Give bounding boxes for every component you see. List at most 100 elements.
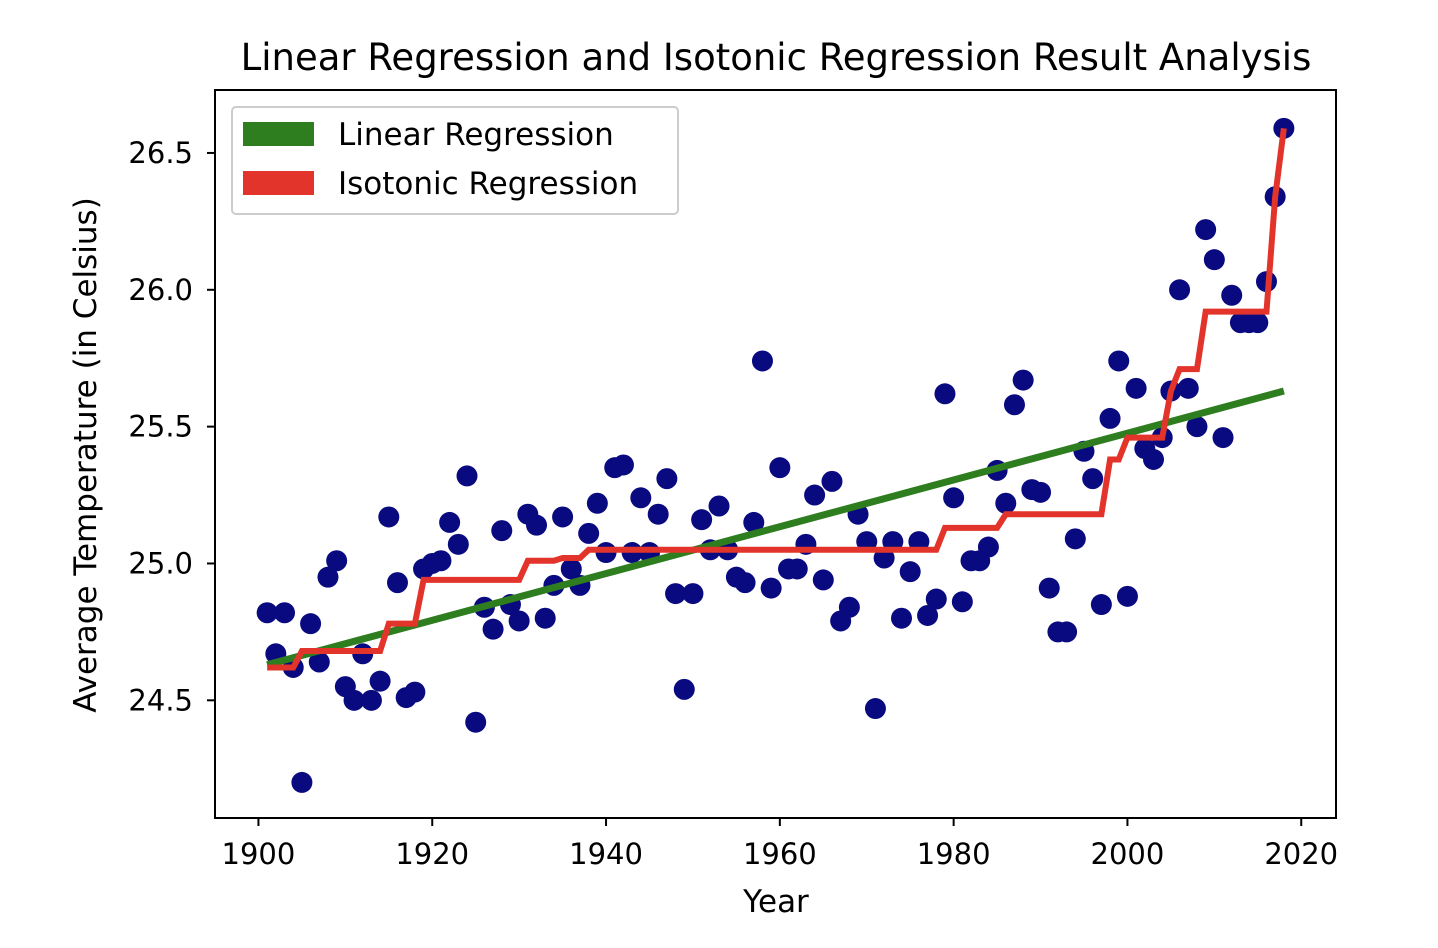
data-point [465,711,487,733]
data-point [1090,594,1112,616]
data-point [508,610,530,632]
axis-ticks: 1900 1920 1940 1960 1980 2000 2020 24.5 25.0 25.5… [128,136,1338,871]
data-point [300,613,322,635]
data-point [1186,416,1208,438]
x-tick-label: 2000 [1091,837,1165,871]
data-point [1108,350,1130,372]
data-point [378,506,400,528]
data-point [1116,585,1138,607]
linear-regression-line [266,387,1285,669]
x-tick-label: 1960 [743,837,817,871]
y-tick-label: 26.5 [128,136,193,170]
data-point [673,678,695,700]
data-point [560,558,582,580]
plot-area [256,117,1295,793]
data-point [812,569,834,591]
chart-title: Linear Regression and Isotonic Regressio… [241,36,1312,79]
data-point [769,457,791,479]
data-point [308,651,330,673]
data-point [343,689,365,711]
data-point [751,350,773,372]
legend-box [231,106,679,215]
x-tick-label: 2020 [1264,837,1338,871]
data-point [864,698,886,720]
data-point [656,468,678,490]
data-point [274,602,296,624]
data-point [917,604,939,626]
data-point [708,495,730,517]
legend: Linear Regression Isotonic Regression [231,106,679,215]
data-point [1247,312,1269,334]
data-point [665,583,687,605]
data-point [1169,279,1191,301]
data-point [456,465,478,487]
x-tick-label: 1900 [222,837,296,871]
y-axis-label: Average Temperature (in Celsius) [68,197,104,713]
data-point [1012,369,1034,391]
y-tick-label: 25.5 [128,410,193,444]
data-point [821,470,843,492]
data-point [1099,407,1121,429]
data-point [995,492,1017,514]
data-point [491,520,513,542]
data-point [404,681,426,703]
data-point [447,533,469,555]
data-point [439,511,461,533]
data-point [369,670,391,692]
data-point [1082,468,1104,490]
data-point [586,492,608,514]
data-point [691,509,713,531]
data-point [317,566,339,588]
data-point [526,514,548,536]
data-point [891,607,913,629]
data-point [552,506,574,528]
data-point [899,561,921,583]
data-point [1203,249,1225,271]
data-point [734,572,756,594]
data-point [360,689,382,711]
y-tick-label: 24.5 [128,683,193,717]
isotonic-regression-line [267,127,1287,671]
data-point [1212,427,1234,449]
x-axis-label: Year [742,884,809,920]
data-point [482,618,504,640]
data-point [630,487,652,509]
data-point [977,536,999,558]
data-point [1273,117,1295,139]
data-point [647,503,669,525]
legend-swatch-linear [243,122,314,146]
data-point [1030,481,1052,503]
y-tick-label: 26.0 [128,273,193,307]
data-point [682,583,704,605]
data-point [1038,577,1060,599]
data-point [326,550,348,572]
data-point [1177,377,1199,399]
data-point [1143,448,1165,470]
legend-label-linear: Linear Regression [338,117,614,153]
data-point [1221,284,1243,306]
data-point [838,596,860,618]
data-point [951,591,973,613]
data-point [430,550,452,572]
data-point [256,602,278,624]
data-point [760,577,782,599]
data-point [578,522,600,544]
x-tick-label: 1980 [917,837,991,871]
data-point [534,607,556,629]
legend-label-isotonic: Isotonic Regression [338,166,638,202]
data-point [925,588,947,610]
data-point [943,487,965,509]
data-point [612,454,634,476]
data-point [934,383,956,405]
data-point [1064,528,1086,550]
plot-frame [214,89,1337,819]
x-tick-label: 1940 [569,837,643,871]
legend-swatch-isotonic [243,171,314,195]
data-point [386,572,408,594]
data-point [291,771,313,793]
x-tick-label: 1920 [395,837,469,871]
data-point [1125,377,1147,399]
y-tick-label: 25.0 [128,546,193,580]
data-point [1056,621,1078,643]
